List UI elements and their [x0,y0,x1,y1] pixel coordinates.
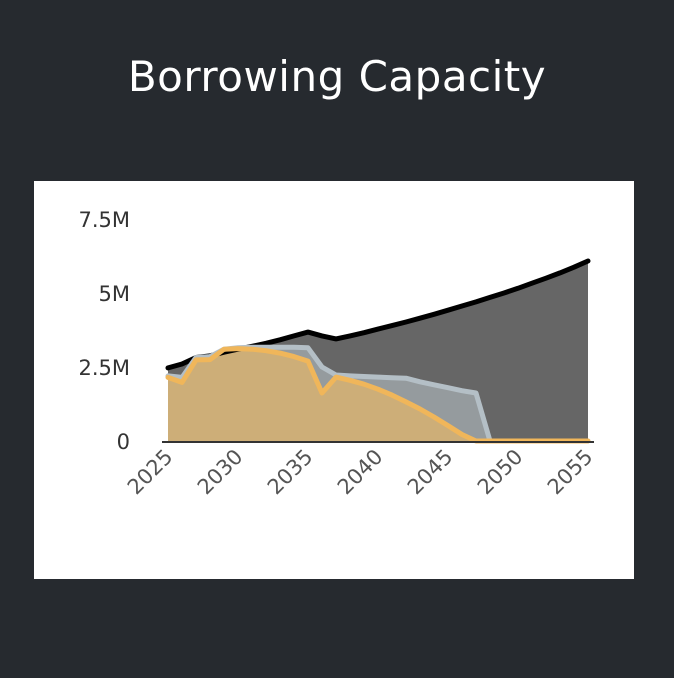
y-tick-label: 0 [117,430,130,454]
x-tick-label: 2055 [543,445,598,500]
x-tick-label: 2050 [473,445,528,500]
x-tick-label: 2035 [263,445,318,500]
chart-title: Borrowing Capacity [127,52,547,101]
y-tick-label: 7.5M [78,208,130,232]
series-3-area [168,348,588,441]
x-tick-label: 2030 [193,445,248,500]
y-tick-label: 5M [99,282,130,306]
x-tick-label: 2040 [333,445,388,500]
y-tick-label: 2.5M [78,356,130,380]
x-tick-label: 2045 [403,445,458,500]
x-tick-label: 2025 [123,445,178,500]
